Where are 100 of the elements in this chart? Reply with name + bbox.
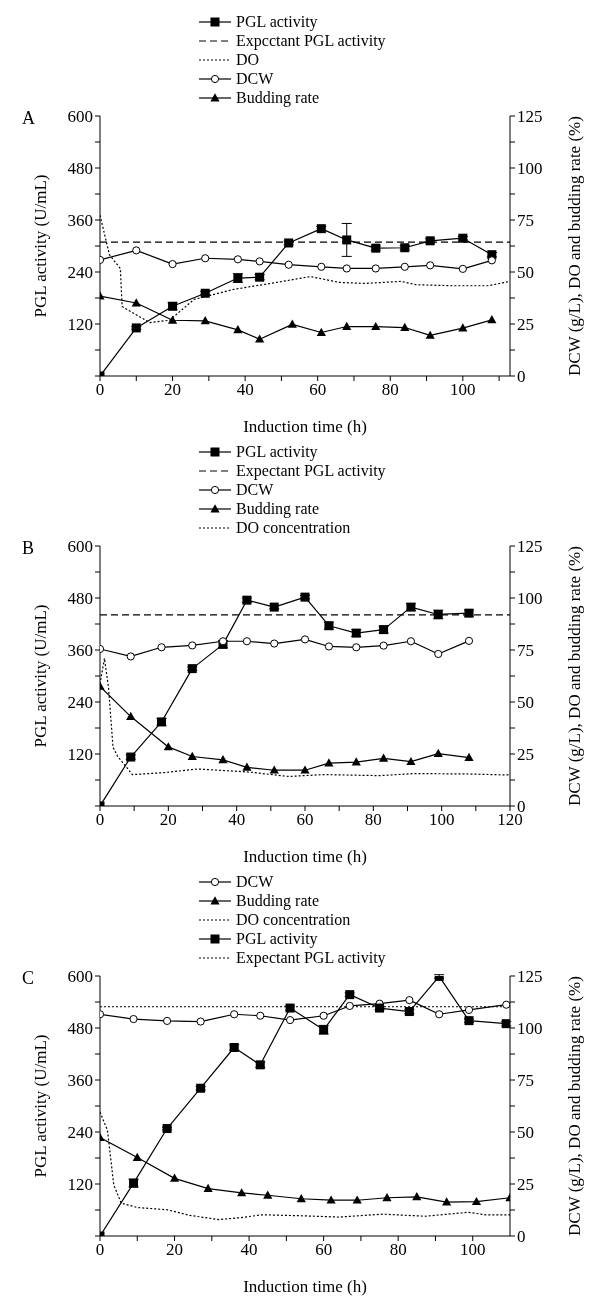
legend-label: DO concentration: [236, 518, 351, 537]
legend-label: Budding rate: [236, 499, 320, 518]
legend-label: DO: [236, 50, 260, 69]
y-tick-label: 600: [67, 107, 93, 127]
legend-label: PGL activity: [236, 929, 318, 948]
point: [352, 643, 361, 652]
point: [502, 1000, 510, 1009]
point: [187, 751, 197, 760]
point: [129, 1014, 138, 1024]
legend-label: DCW: [236, 872, 274, 891]
point: [471, 1196, 482, 1206]
point: [132, 1152, 142, 1161]
y2-tick-label: 0: [517, 1227, 526, 1247]
point: [342, 264, 351, 273]
y2-tick-label: 25: [517, 1175, 534, 1195]
legend-label: PGL activity: [236, 12, 318, 31]
x-tick-label: 40: [240, 1240, 258, 1260]
y2-tick-label: 125: [517, 967, 543, 987]
x-tick-label: 40: [236, 380, 254, 400]
chart-title: C: [22, 968, 35, 989]
point: [464, 636, 474, 645]
point: [400, 262, 409, 271]
point: [406, 756, 416, 766]
y2-tick-label: 100: [517, 1019, 543, 1039]
x-tick-label: 100: [459, 1240, 486, 1260]
legend-label: DO concentration: [236, 910, 351, 929]
legend-label: PGL activity: [236, 442, 318, 461]
x-axis-title: Induction time (h): [243, 1277, 367, 1296]
point: [300, 635, 310, 644]
point: [425, 330, 435, 339]
point: [406, 637, 416, 646]
x-axis-title: Induction time (h): [243, 847, 367, 866]
y2-tick-label: 0: [517, 367, 526, 387]
point: [316, 327, 326, 336]
point: [319, 1011, 328, 1020]
point: [434, 649, 443, 659]
point: [487, 256, 496, 265]
legend-label: Budding rate: [236, 88, 320, 107]
point: [487, 315, 497, 324]
point: [188, 641, 197, 650]
x-tick-label: 80: [381, 380, 399, 400]
y-tick-label: 600: [67, 537, 93, 557]
y2-tick-label: 75: [517, 641, 534, 661]
x-tick-label: 80: [389, 1240, 407, 1260]
point: [371, 264, 380, 273]
x-tick-label: 80: [364, 810, 382, 830]
legend-label: DCW: [236, 69, 274, 88]
point: [157, 643, 166, 652]
y-tick-label: 360: [67, 1071, 93, 1091]
point: [269, 765, 279, 774]
point: [464, 752, 474, 761]
y-tick-label: 360: [67, 211, 93, 231]
y2-axis-title: DCW (g/L), DO and budding rate (%): [564, 976, 584, 1236]
y-tick-label: 480: [67, 589, 93, 609]
y-tick-label: 120: [67, 745, 93, 765]
y2-tick-label: 75: [517, 211, 534, 231]
point: [317, 262, 326, 271]
point: [287, 319, 297, 328]
point: [230, 1010, 239, 1019]
point: [458, 323, 468, 332]
point: [169, 1173, 180, 1182]
x-tick-label: 100: [428, 810, 455, 830]
point: [218, 755, 228, 764]
point: [378, 753, 389, 762]
x-tick-label: 0: [95, 810, 105, 830]
point: [296, 1193, 306, 1203]
y2-tick-label: 125: [517, 107, 543, 127]
point: [168, 260, 177, 269]
point: [458, 264, 467, 273]
point: [285, 1016, 295, 1025]
point: [405, 996, 414, 1005]
point: [435, 1010, 444, 1019]
point: [196, 1017, 205, 1026]
legend-label: Expectant PGL activity: [236, 948, 386, 967]
y-axis-title: PGL activity (U/mL): [30, 604, 50, 748]
point: [242, 762, 252, 771]
y-tick-label: 240: [67, 263, 93, 283]
point: [342, 235, 352, 245]
y2-tick-label: 50: [517, 1123, 534, 1143]
y2-tick-label: 50: [517, 263, 534, 283]
y-tick-label: 120: [67, 315, 93, 335]
x-tick-label: 0: [95, 1240, 105, 1260]
point: [201, 254, 210, 263]
point: [233, 255, 242, 264]
point: [371, 321, 381, 331]
point: [345, 990, 355, 1000]
y-tick-label: 600: [67, 967, 93, 987]
point: [433, 748, 443, 757]
x-tick-label: 100: [450, 380, 476, 400]
y-tick-label: 120: [67, 1175, 93, 1195]
x-tick-label: 0: [95, 380, 105, 400]
point: [412, 1192, 422, 1201]
point: [345, 1001, 354, 1011]
point: [284, 260, 293, 269]
x-tick-label: 20: [166, 1240, 184, 1260]
y-axis-title: PGL activity (U/mL): [30, 174, 50, 318]
point: [324, 642, 334, 651]
point: [200, 288, 210, 298]
y-axis-title: PGL activity (U/mL): [30, 1034, 50, 1178]
x-tick-label: 20: [159, 810, 177, 830]
